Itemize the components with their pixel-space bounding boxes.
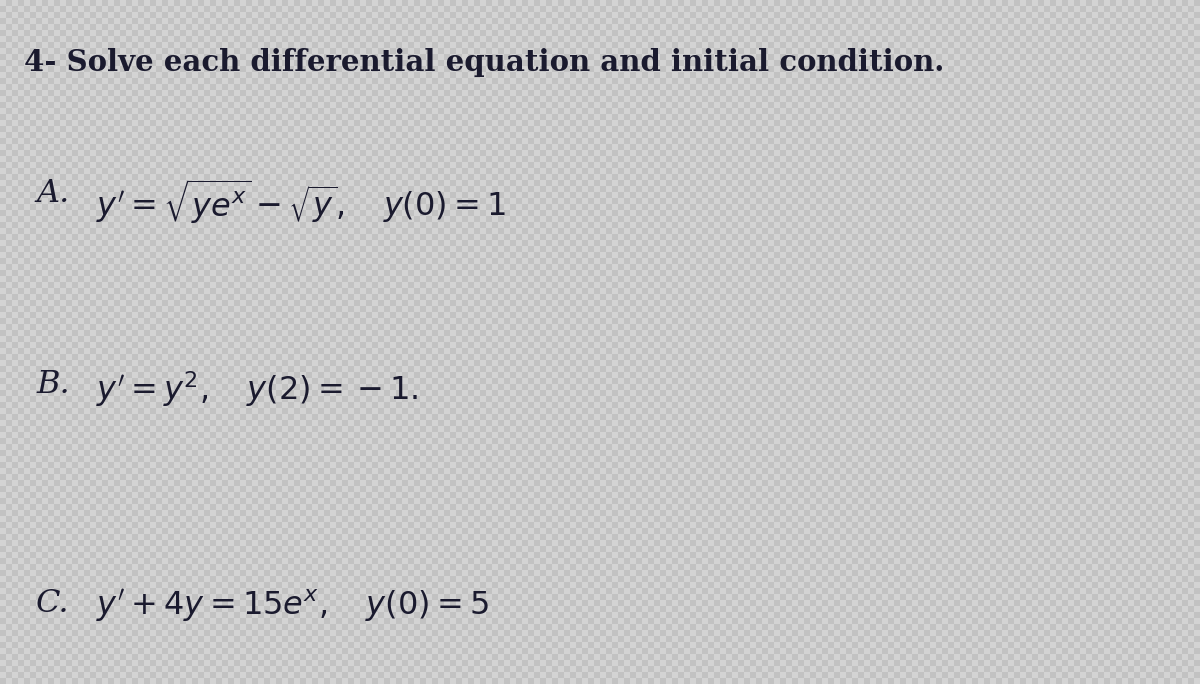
Text: A.: A. — [36, 178, 70, 209]
Text: 4- Solve each differential equation and initial condition.: 4- Solve each differential equation and … — [24, 48, 944, 77]
Text: C.: C. — [36, 588, 70, 619]
Text: $y' = y^{2}, \quad y(2) = -1.$: $y' = y^{2}, \quad y(2) = -1.$ — [96, 369, 419, 409]
Text: $y' + 4y = 15e^{x}, \quad y(0) = 5$: $y' + 4y = 15e^{x}, \quad y(0) = 5$ — [96, 588, 488, 624]
Text: $y' = \sqrt{ye^{x}} - \sqrt{y}, \quad y(0) = 1$: $y' = \sqrt{ye^{x}} - \sqrt{y}, \quad y(… — [96, 178, 506, 226]
Text: B.: B. — [36, 369, 70, 400]
